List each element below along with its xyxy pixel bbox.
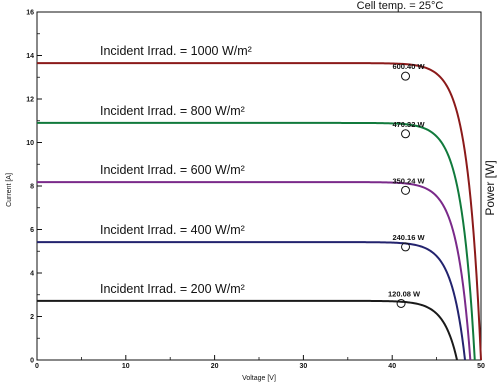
mpp-marker-1 xyxy=(401,129,411,139)
irradiance-label-4: Incident Irrad. = 200 W/m² xyxy=(100,282,245,296)
y-tick-label: 4 xyxy=(30,271,34,278)
y-tick-label: 12 xyxy=(26,97,34,104)
y-tick-label: 14 xyxy=(26,53,34,60)
x-tick-label: 50 xyxy=(477,363,485,370)
iv-curve-4 xyxy=(37,299,458,361)
mpp-label-0: 600.40 W xyxy=(392,62,425,71)
x-tick-label: 10 xyxy=(122,363,130,370)
x-axis-title: Voltage [V] xyxy=(242,375,276,382)
y-tick-label: 8 xyxy=(30,184,34,191)
x-tick-label: 40 xyxy=(388,363,396,370)
mpp-label-2: 350.24 W xyxy=(392,176,425,185)
mpp-label-3: 240.16 W xyxy=(392,233,425,242)
mpp-marker-2 xyxy=(401,185,411,195)
irradiance-label-2: Incident Irrad. = 600 W/m² xyxy=(100,163,245,177)
iv-curve-3 xyxy=(37,241,467,361)
y-tick-label: 16 xyxy=(26,10,34,17)
iv-curve-2 xyxy=(37,181,472,361)
mpp-label-1: 470.32 W xyxy=(392,120,425,129)
x-tick-label: 0 xyxy=(35,363,39,370)
y-tick-label: 2 xyxy=(30,314,34,321)
mpp-marker-4 xyxy=(396,298,406,308)
mpp-marker-3 xyxy=(401,242,411,252)
y-axis-title: Current [A] xyxy=(6,173,13,207)
y-tick-label: 0 xyxy=(30,358,34,365)
x-tick-label: 30 xyxy=(300,363,308,370)
mpp-marker-0 xyxy=(401,71,411,81)
y-tick-label: 10 xyxy=(26,140,34,147)
x-tick-label: 20 xyxy=(211,363,219,370)
plot-area: 0 10 20 30 40 50 0 2 4 6 8 10 12 14 16 600.40 W Incident… xyxy=(26,10,485,371)
mpp-label-4: 120.08 W xyxy=(388,289,421,298)
header-note: Cell temp. = 25°C xyxy=(357,0,444,12)
irradiance-label-0: Incident Irrad. = 1000 W/m² xyxy=(100,44,252,58)
y-tick-label: 6 xyxy=(30,227,34,234)
irradiance-label-3: Incident Irrad. = 400 W/m² xyxy=(100,223,245,237)
irradiance-label-1: Incident Irrad. = 800 W/m² xyxy=(100,104,245,118)
iv-curve-0 xyxy=(37,62,482,361)
y2-axis-title: Power [W] xyxy=(483,160,497,215)
iv-curve-1 xyxy=(36,121,476,361)
